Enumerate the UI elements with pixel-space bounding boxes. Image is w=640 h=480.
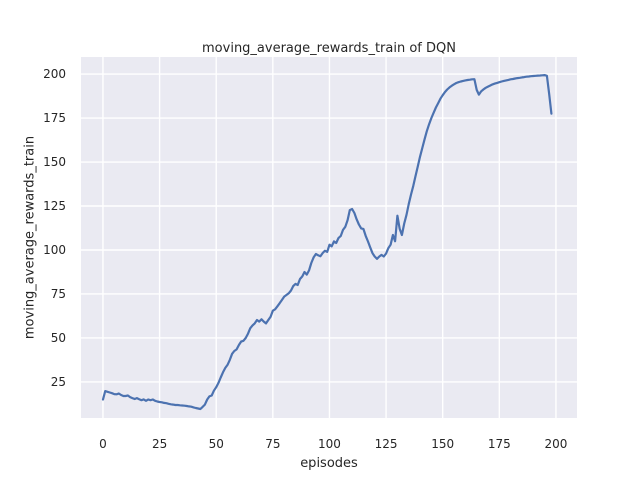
- x-tick-label: 25: [152, 437, 167, 451]
- line-layer: [101, 74, 553, 411]
- chart-title: moving_average_rewards_train of DQN: [202, 41, 456, 56]
- y-tick-label: 175: [43, 111, 66, 125]
- y-tick-label: 200: [43, 67, 66, 81]
- y-tick-label: 75: [51, 287, 66, 301]
- y-tick-label: 150: [43, 155, 66, 169]
- y-tick-labels: 25 50 75 100 125 150 175 200: [43, 67, 66, 389]
- x-tick-label: 150: [431, 437, 454, 451]
- x-tick-label: 200: [544, 437, 567, 451]
- y-tick-label: 100: [43, 243, 66, 257]
- x-tick-labels: 0 25 50 75 100 125 150 175 200: [99, 437, 567, 451]
- y-tick-label: 25: [51, 375, 66, 389]
- y-axis-label: moving_average_rewards_train: [22, 135, 38, 340]
- y-tick-label: 125: [43, 199, 66, 213]
- x-tick-label: 50: [209, 437, 224, 451]
- grid-layer: [81, 57, 577, 418]
- y-tick-label: 50: [51, 331, 66, 345]
- x-tick-label: 125: [375, 437, 398, 451]
- x-tick-label: 175: [488, 437, 511, 451]
- x-tick-label: 0: [99, 437, 107, 451]
- x-axis-label: episodes: [300, 456, 358, 471]
- x-tick-label: 100: [318, 437, 341, 451]
- x-tick-label: 75: [265, 437, 280, 451]
- series-line: [101, 74, 553, 411]
